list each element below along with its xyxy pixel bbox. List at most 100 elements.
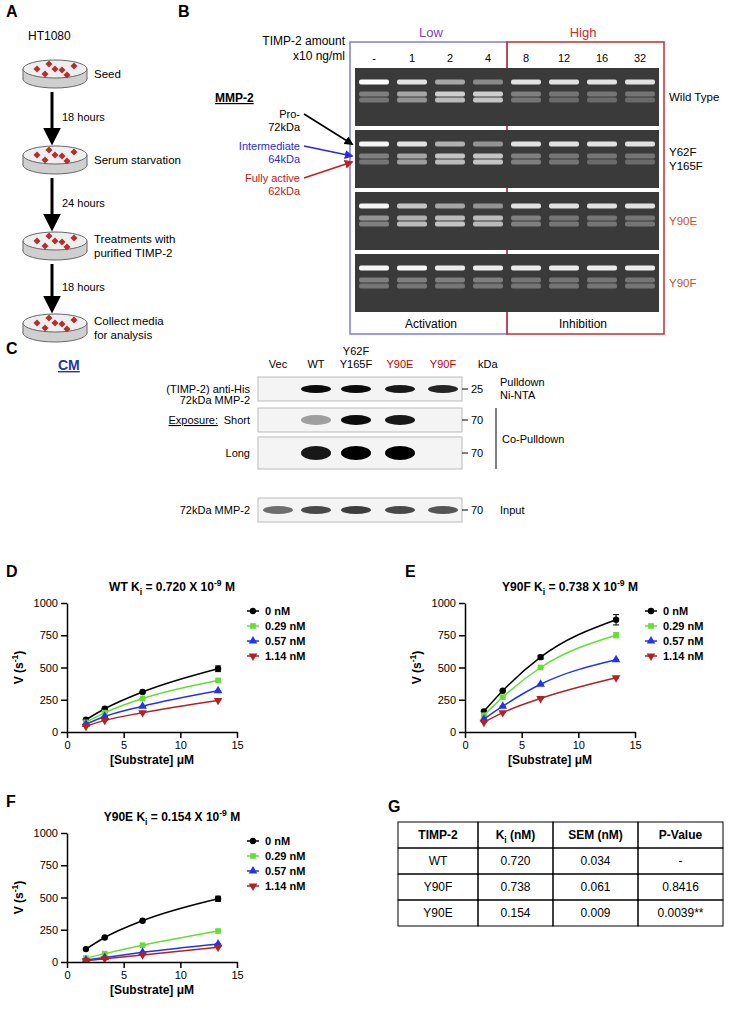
gel-band — [473, 160, 503, 165]
gel-band — [473, 222, 503, 227]
lane-label: 8 — [523, 52, 529, 64]
gel-band — [397, 92, 427, 97]
cell — [33, 319, 40, 326]
tick-label: 0 — [462, 739, 468, 751]
step-label: purified TIMP-2 — [94, 247, 172, 259]
tick-label: 15 — [629, 739, 641, 751]
size-tick — [462, 510, 468, 511]
series-line — [86, 700, 218, 726]
figure: AHT1080SeedSerum starvationTreatments wi… — [0, 0, 745, 1026]
table-cell — [553, 900, 638, 926]
gel-band — [625, 160, 655, 165]
panel-label: B — [178, 3, 190, 20]
cell — [41, 70, 48, 77]
series-line — [86, 680, 218, 722]
point — [138, 952, 147, 959]
gel-band — [511, 266, 541, 271]
tick: 1000 — [432, 597, 465, 609]
cell — [58, 66, 65, 73]
table-text: Y90F — [424, 880, 453, 894]
table-cell — [398, 900, 478, 926]
chart: FY90E Ki = 0.154 X 10-9 M051015025050075… — [6, 793, 305, 997]
tick: 5 — [519, 732, 525, 751]
gel-band — [359, 160, 389, 165]
size-tick — [462, 420, 468, 421]
tick-mark — [61, 603, 67, 605]
form-label: Intermediate — [239, 140, 300, 152]
blot-label: Long — [226, 447, 250, 459]
plot-area — [480, 615, 621, 728]
cell — [58, 152, 65, 159]
text-part: (nM) — [507, 828, 536, 842]
point — [102, 934, 108, 940]
blot-band — [428, 415, 458, 425]
gel-band — [359, 154, 389, 159]
gel-label: Wild Type — [669, 91, 719, 103]
cell — [51, 65, 58, 72]
panel-c: CCMVecWTY62FY165FY90EY90FkDa(TIMP-2) ant… — [6, 340, 564, 522]
tick-label: 15 — [231, 739, 243, 751]
chart-title: Y90F Ki = 0.738 X 10-9 M — [502, 578, 638, 596]
legend-label: 0.29 nM — [663, 620, 703, 632]
lane-label: - — [372, 52, 376, 64]
tick: 250 — [438, 694, 465, 706]
lane-label: 4 — [485, 52, 491, 64]
point — [138, 701, 147, 708]
gel-band — [473, 216, 503, 221]
legend-marker — [647, 654, 656, 661]
legend-marker — [249, 866, 258, 873]
text-part: M — [625, 580, 638, 594]
interval-label: 18 hours — [62, 111, 105, 123]
tick-mark — [61, 930, 67, 932]
cm-label: CM — [58, 357, 80, 373]
dish-top — [23, 232, 87, 250]
mmp2-label: MMP-2 — [215, 91, 254, 105]
panel-label: C — [6, 340, 18, 357]
blot-band — [341, 506, 371, 514]
table-cell — [553, 874, 638, 900]
point — [536, 696, 545, 703]
gel-band — [511, 142, 541, 147]
gel-band — [549, 142, 579, 147]
text-part: M — [227, 810, 240, 824]
gel-band — [435, 98, 465, 103]
gel-band — [435, 216, 465, 221]
y-axis: 02505007501000 — [34, 597, 68, 738]
series-line — [484, 678, 616, 723]
tick: 250 — [40, 924, 67, 936]
background — [0, 0, 745, 1026]
tick: 500 — [438, 662, 465, 674]
dish — [23, 60, 87, 88]
error-bar — [613, 615, 619, 625]
tick-mark — [61, 667, 67, 669]
y-axis: 02505007501000 — [34, 827, 68, 968]
tick-mark — [180, 732, 182, 738]
tick-label: 10 — [573, 739, 585, 751]
point — [83, 946, 89, 952]
gel-band — [359, 222, 389, 227]
gel-band — [511, 204, 541, 209]
table-cell — [398, 848, 478, 874]
cell — [41, 324, 48, 331]
point — [498, 701, 507, 708]
tick-label: 500 — [40, 662, 58, 674]
step-label: for analysis — [94, 329, 152, 341]
tick-mark — [459, 700, 465, 702]
gel-band — [359, 204, 389, 209]
tick-mark — [180, 962, 182, 968]
cell — [51, 319, 58, 326]
group-label: Activation — [405, 317, 457, 331]
table-text: 0.738 — [500, 880, 530, 894]
gel-band — [625, 92, 655, 97]
error-cap — [613, 624, 619, 625]
table-header: Ki (nM) — [496, 828, 536, 845]
chart: DWT Ki = 0.720 X 10-9 M05101502505007501… — [6, 563, 305, 767]
cell — [70, 62, 77, 69]
tick-label: 1000 — [34, 827, 58, 839]
panel-a: AHT1080SeedSerum starvationTreatments wi… — [6, 3, 181, 342]
tick: 0 — [52, 726, 67, 738]
lane-label: 2 — [447, 52, 453, 64]
tick: 15 — [231, 962, 243, 981]
blot-band — [385, 415, 415, 425]
table-cell — [478, 848, 553, 874]
